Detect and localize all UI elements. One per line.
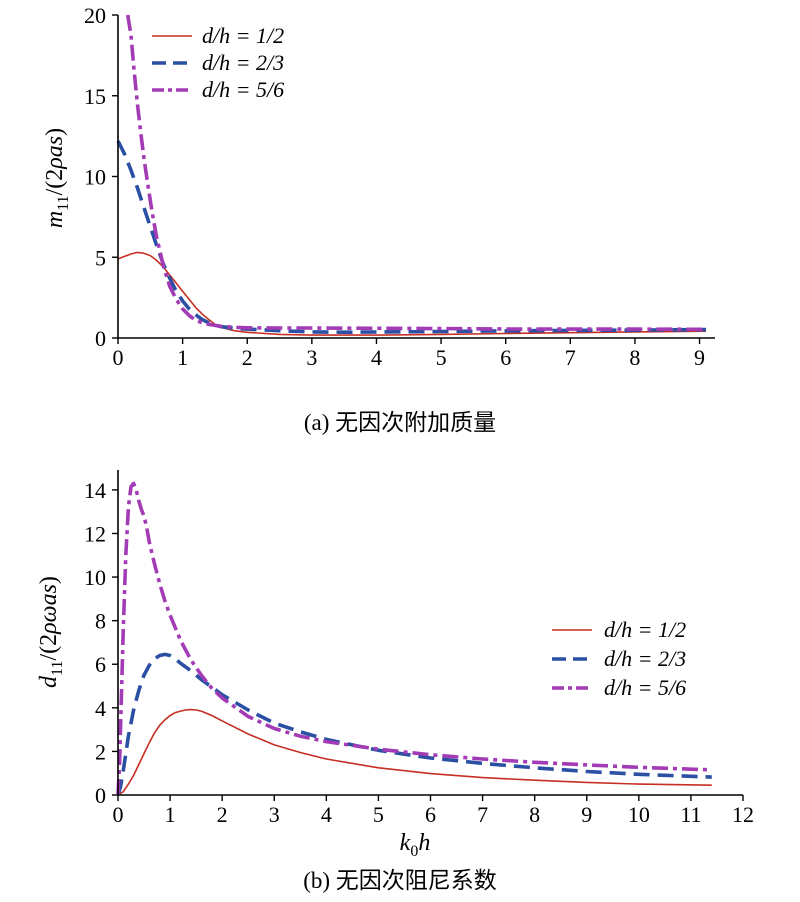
x-tick-label: 4	[371, 345, 382, 370]
y-tick-label: 0	[95, 783, 106, 808]
panel-b-xlabel-k: k	[400, 830, 411, 856]
y-tick-label: 0	[95, 326, 106, 351]
panel-b-y-axis-label: d11/(2ρωas)	[36, 576, 66, 688]
panel-b-xlabel-h: h	[418, 830, 430, 856]
panel-a-caption: (a) 无因次附加质量	[304, 410, 496, 435]
legend-label-3: d/h = 5/6	[604, 675, 686, 700]
panel-a-ylabel-rest1: /(2	[42, 169, 68, 196]
legend-label-2: d/h = 2/3	[202, 50, 284, 75]
x-tick-label: 6	[500, 345, 511, 370]
x-tick-label: 4	[321, 802, 332, 827]
y-tick-label: 5	[95, 245, 106, 270]
panel-b-ylabel-rest1: /(2	[36, 634, 62, 661]
panel-a-series-lines	[116, 14, 707, 336]
series-line-3	[125, 14, 707, 332]
series-line-3	[116, 481, 712, 796]
y-tick-label: 20	[84, 3, 106, 28]
series-line-2	[116, 140, 707, 335]
panel-a-ylabel-rest2: ρas	[42, 136, 68, 170]
y-tick-label: 12	[84, 521, 106, 546]
x-tick-label: 9	[694, 345, 705, 370]
y-tick-label: 8	[95, 609, 106, 634]
legend-label-1: d/h = 1/2	[202, 23, 284, 48]
panel-a-ylabel-rest3: )	[42, 128, 68, 136]
panel-b-ylabel-rest2: ρωas	[36, 584, 62, 635]
x-tick-label: 2	[242, 345, 253, 370]
y-tick-label: 6	[95, 652, 106, 677]
x-tick-label: 5	[373, 802, 384, 827]
y-tick-label: 10	[84, 565, 106, 590]
panel-a-ylabel-sub: 11	[55, 195, 72, 210]
y-tick-label: 14	[84, 478, 106, 503]
series-line-1	[117, 251, 707, 336]
y-tick-label: 2	[95, 739, 106, 764]
panel-a-ylabel-m: m	[42, 211, 68, 228]
panel-b-ylabel-sub: 11	[49, 661, 66, 676]
panel-a-legend: d/h = 1/2d/h = 2/3d/h = 5/6	[152, 23, 284, 102]
panel-a-ticks: 0 1 2 3 4 5 6 7 8 9 0 5 10 15 20	[84, 3, 705, 370]
x-tick-label: 0	[113, 345, 124, 370]
x-tick-label: 2	[217, 802, 228, 827]
panel-b-x-axis-label: k0h	[400, 830, 431, 860]
y-tick-label: 10	[84, 165, 106, 190]
x-tick-label: 5	[436, 345, 447, 370]
x-tick-label: 1	[177, 345, 188, 370]
x-tick-label: 3	[269, 802, 280, 827]
x-tick-label: 8	[529, 802, 540, 827]
legend-label-2: d/h = 2/3	[604, 646, 686, 671]
panel-b-ylabel-rest3: )	[36, 576, 62, 584]
x-tick-label: 7	[565, 345, 576, 370]
panel-a-y-axis-label: m11/(2ρas)	[42, 128, 72, 228]
x-tick-label: 8	[629, 345, 640, 370]
panel-b-caption: (b) 无因次阻尼系数	[303, 868, 497, 893]
panel-b-ylabel-d: d	[36, 675, 62, 688]
x-tick-label: 1	[165, 802, 176, 827]
panel-b-series-lines	[116, 481, 712, 796]
series-line-2	[116, 652, 712, 796]
x-tick-label: 3	[306, 345, 317, 370]
legend-label-1: d/h = 1/2	[604, 617, 686, 642]
y-tick-label: 15	[84, 84, 106, 109]
series-line-1	[117, 708, 712, 796]
x-tick-label: 9	[581, 802, 592, 827]
x-tick-label: 0	[113, 802, 124, 827]
panel-b-legend: d/h = 1/2 d/h = 2/3 d/h = 5/6	[552, 617, 686, 700]
x-tick-label: 10	[628, 802, 650, 827]
x-tick-label: 12	[732, 802, 754, 827]
x-tick-label: 6	[425, 802, 436, 827]
panel-b-xlabel-sub: 0	[410, 843, 418, 860]
legend-label-3: d/h = 5/6	[202, 77, 284, 102]
y-tick-label: 4	[95, 696, 106, 721]
x-tick-label: 7	[477, 802, 488, 827]
x-tick-label: 11	[680, 802, 701, 827]
